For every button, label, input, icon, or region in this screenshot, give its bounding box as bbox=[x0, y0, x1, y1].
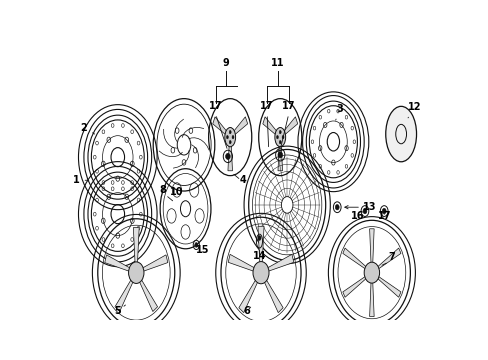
Ellipse shape bbox=[382, 208, 386, 214]
Polygon shape bbox=[227, 142, 232, 171]
Ellipse shape bbox=[335, 204, 339, 210]
Ellipse shape bbox=[224, 127, 235, 147]
Polygon shape bbox=[212, 117, 228, 136]
Polygon shape bbox=[376, 276, 400, 297]
Ellipse shape bbox=[232, 135, 233, 139]
Ellipse shape bbox=[257, 236, 261, 240]
Polygon shape bbox=[228, 255, 255, 271]
Ellipse shape bbox=[276, 135, 278, 139]
Ellipse shape bbox=[362, 208, 366, 214]
Polygon shape bbox=[258, 226, 264, 264]
Ellipse shape bbox=[226, 135, 228, 139]
Polygon shape bbox=[369, 229, 373, 265]
Text: 17: 17 bbox=[208, 101, 222, 111]
Text: 10: 10 bbox=[169, 187, 183, 197]
Ellipse shape bbox=[282, 135, 284, 139]
Text: 11: 11 bbox=[271, 58, 284, 68]
Ellipse shape bbox=[194, 243, 198, 247]
Polygon shape bbox=[263, 279, 283, 312]
Text: 6: 6 bbox=[244, 306, 250, 316]
Text: 17: 17 bbox=[260, 101, 273, 111]
Ellipse shape bbox=[279, 130, 281, 134]
Text: 8: 8 bbox=[159, 185, 165, 194]
Ellipse shape bbox=[229, 140, 231, 144]
Text: 15: 15 bbox=[195, 245, 209, 255]
Polygon shape bbox=[277, 142, 282, 171]
Text: 13: 13 bbox=[362, 202, 375, 212]
Text: 3: 3 bbox=[335, 104, 342, 120]
Ellipse shape bbox=[277, 152, 282, 158]
Polygon shape bbox=[142, 255, 167, 271]
Ellipse shape bbox=[279, 140, 281, 144]
Polygon shape bbox=[262, 117, 278, 136]
Polygon shape bbox=[139, 279, 157, 311]
Polygon shape bbox=[266, 255, 293, 271]
Ellipse shape bbox=[364, 262, 379, 283]
Text: 9: 9 bbox=[223, 58, 229, 68]
Polygon shape bbox=[369, 280, 373, 316]
Polygon shape bbox=[133, 228, 139, 264]
Text: 17: 17 bbox=[377, 211, 390, 221]
Ellipse shape bbox=[252, 262, 268, 284]
Ellipse shape bbox=[229, 130, 231, 134]
Ellipse shape bbox=[225, 153, 230, 159]
Ellipse shape bbox=[385, 106, 416, 162]
Polygon shape bbox=[342, 248, 366, 270]
Text: 4: 4 bbox=[239, 175, 245, 185]
Text: 5: 5 bbox=[114, 305, 125, 316]
Polygon shape bbox=[282, 117, 297, 136]
Text: 17: 17 bbox=[282, 101, 295, 111]
Text: 1: 1 bbox=[73, 175, 89, 185]
Polygon shape bbox=[376, 248, 400, 270]
Text: 2: 2 bbox=[81, 123, 95, 134]
Text: 16: 16 bbox=[350, 211, 363, 221]
Polygon shape bbox=[238, 279, 258, 312]
Polygon shape bbox=[104, 255, 131, 271]
Ellipse shape bbox=[274, 127, 285, 147]
Polygon shape bbox=[115, 279, 133, 311]
Text: 14: 14 bbox=[252, 251, 265, 261]
Polygon shape bbox=[232, 117, 247, 136]
Ellipse shape bbox=[128, 262, 143, 283]
Text: 12: 12 bbox=[407, 102, 421, 118]
Polygon shape bbox=[342, 276, 366, 297]
Text: 7: 7 bbox=[388, 252, 394, 262]
